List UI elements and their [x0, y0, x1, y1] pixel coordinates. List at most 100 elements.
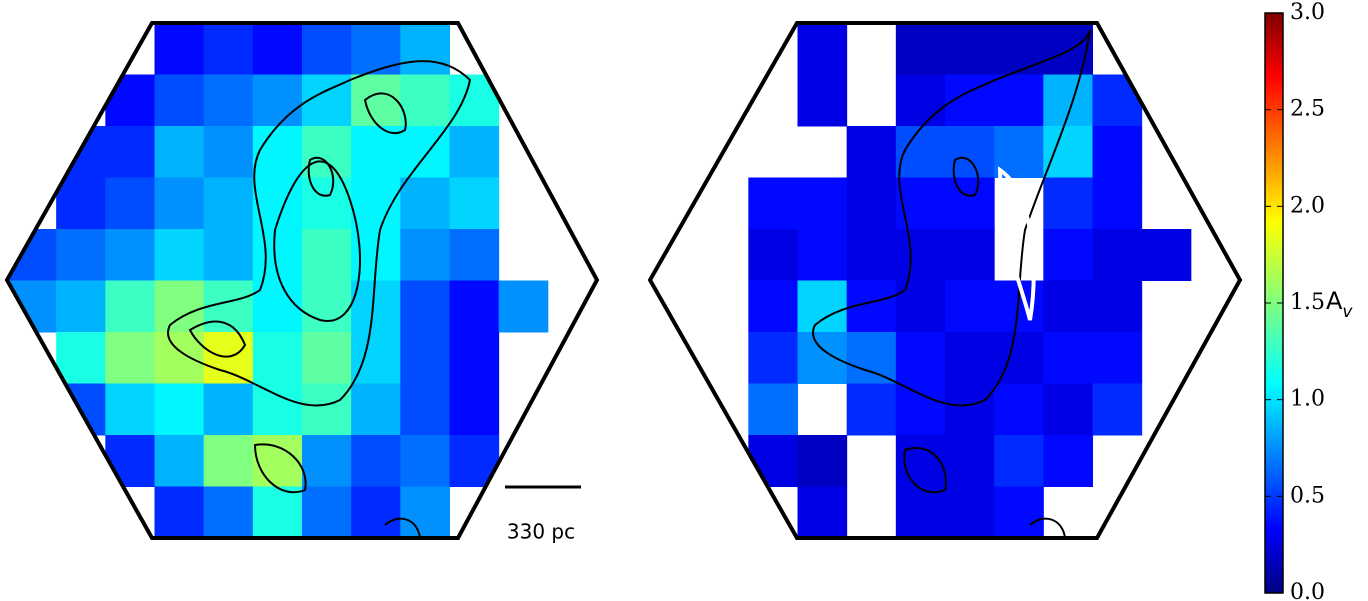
cell [400, 332, 450, 384]
cell [1043, 74, 1093, 127]
cell [302, 280, 352, 333]
cell [252, 332, 303, 384]
cell [449, 383, 500, 436]
cell [449, 177, 500, 230]
cell [895, 383, 946, 436]
colorbar-tick-label: 2.5 [1290, 97, 1325, 122]
cell [498, 280, 549, 333]
cell [203, 435, 254, 487]
cell [351, 383, 401, 436]
cell [797, 435, 848, 487]
cell [351, 332, 401, 384]
cell [400, 383, 450, 436]
cell [846, 332, 897, 384]
cell [351, 177, 401, 230]
cell [302, 126, 352, 178]
cell [1043, 383, 1093, 436]
cell [748, 177, 798, 230]
cell [351, 435, 401, 487]
cell [895, 332, 946, 384]
colorbar-tick-label: 0.0 [1290, 580, 1325, 601]
cell [105, 435, 155, 487]
cell [302, 23, 352, 75]
cell [56, 229, 106, 281]
cell [895, 229, 946, 281]
cell [1092, 332, 1143, 384]
colorbar-label-main: A [1326, 287, 1343, 315]
cell [846, 229, 897, 281]
cell [105, 177, 155, 230]
scale-bar-label: 330 pc [507, 520, 575, 544]
hexagon-right [647, 21, 1243, 540]
cell [302, 486, 352, 538]
cell [351, 23, 401, 75]
cell [351, 486, 401, 538]
cell [105, 332, 155, 384]
cell [203, 74, 254, 127]
cell [449, 332, 500, 384]
cell [351, 74, 401, 127]
cell [252, 383, 303, 436]
cell [449, 229, 500, 281]
cell [846, 126, 897, 178]
colorbar-tick-label: 1.0 [1290, 387, 1325, 412]
cell [1043, 23, 1093, 75]
cell [449, 280, 500, 333]
cell [797, 280, 848, 333]
cell [945, 126, 995, 178]
cell [302, 229, 352, 281]
cell [351, 280, 401, 333]
cell [1092, 74, 1143, 127]
colorbar-label-sub: v [1342, 302, 1353, 322]
cell [154, 383, 205, 436]
cell [252, 74, 303, 127]
cell [400, 23, 450, 75]
cell [105, 280, 155, 333]
colorbar-tick-label: 2.0 [1290, 193, 1325, 218]
cell [252, 126, 303, 178]
cell [400, 435, 450, 487]
cell [895, 74, 946, 127]
cell [895, 435, 946, 487]
cell [994, 23, 1044, 75]
colorbar-label: Av [1326, 287, 1353, 322]
cell [1092, 177, 1143, 230]
cell [154, 74, 205, 127]
cell [1043, 332, 1093, 384]
colorbar-tick-label: 3.0 [1290, 0, 1325, 25]
cell [945, 229, 995, 281]
cell [748, 280, 798, 333]
cell [895, 486, 946, 538]
cell [154, 486, 205, 538]
cell [895, 280, 946, 333]
cell [203, 332, 254, 384]
cell [154, 126, 205, 178]
cell [203, 126, 254, 178]
map-left [7, 23, 549, 538]
cell [797, 229, 848, 281]
cell [1092, 280, 1143, 333]
colorbar-tick-label: 0.5 [1290, 483, 1325, 508]
cell [895, 177, 946, 230]
cell [1043, 435, 1093, 487]
cell [400, 486, 450, 538]
cell [945, 280, 995, 333]
cell [400, 280, 450, 333]
cell [302, 383, 352, 436]
cell [302, 332, 352, 384]
cell [105, 126, 155, 178]
cell [302, 177, 352, 230]
cell [994, 383, 1044, 436]
cell [400, 74, 450, 127]
contours-right [812, 29, 1091, 539]
map-right [748, 23, 1192, 538]
cell [748, 229, 798, 281]
cell [56, 332, 106, 384]
cell [1043, 229, 1093, 281]
cell [1043, 177, 1093, 230]
cell [105, 383, 155, 436]
cell [56, 280, 106, 333]
cell [945, 383, 995, 436]
colorbar-tick-label: 1.5 [1290, 290, 1325, 315]
